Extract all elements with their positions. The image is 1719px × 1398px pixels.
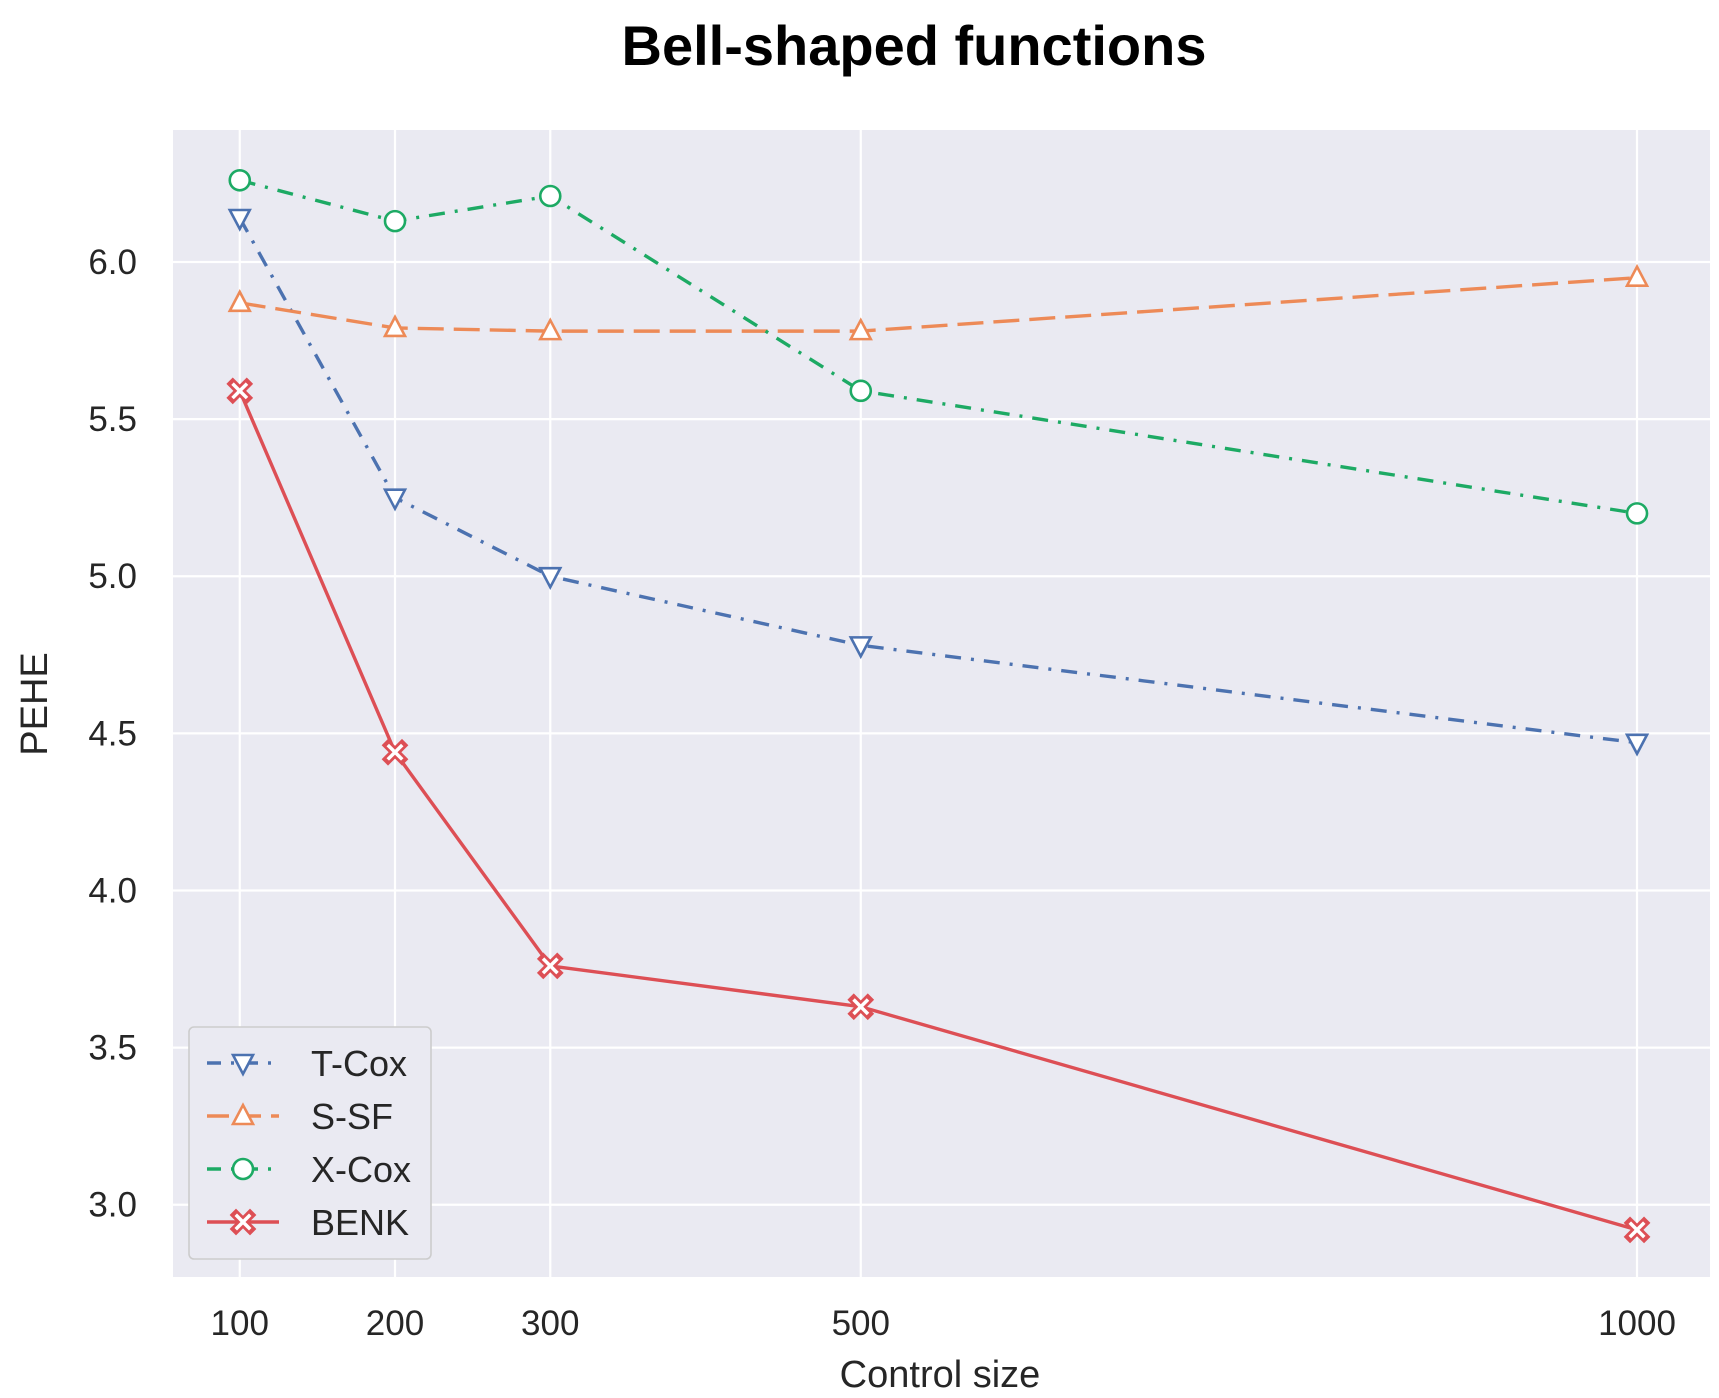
x-axis-label: Control size xyxy=(840,1354,1041,1396)
data-point-benk xyxy=(847,993,875,1021)
data-point-s-sf xyxy=(382,314,408,338)
y-tick-label: 4.0 xyxy=(88,871,137,910)
legend-label: BENK xyxy=(311,1202,409,1243)
y-tick-label: 3.5 xyxy=(88,1029,137,1068)
x-tick-label: 100 xyxy=(211,1304,269,1343)
legend-item-x-cox: X-Cox xyxy=(207,1149,411,1190)
legend-marker xyxy=(230,1102,256,1126)
data-point-t-cox xyxy=(382,488,408,512)
data-point-s-sf xyxy=(538,317,563,341)
y-axis-label: PEHE xyxy=(14,652,56,755)
y-tick-label: 4.5 xyxy=(88,714,137,753)
legend-item-s-sf: S-SF xyxy=(207,1096,393,1137)
data-point-x-cox xyxy=(849,379,873,403)
data-point-s-sf xyxy=(848,317,873,341)
data-point-x-cox xyxy=(1625,502,1649,525)
data-point-t-cox xyxy=(1624,733,1650,757)
x-tick-label: 1000 xyxy=(1598,1304,1676,1343)
data-point-x-cox xyxy=(383,209,407,233)
legend-marker xyxy=(230,1053,256,1077)
data-point-s-sf xyxy=(227,289,252,313)
data-point-t-cox xyxy=(538,566,563,591)
legend-label: S-SF xyxy=(311,1096,393,1137)
data-point-t-cox xyxy=(848,636,873,660)
x-tick-label: 500 xyxy=(832,1304,890,1343)
legend-label: T-Cox xyxy=(311,1043,407,1084)
legend-item-t-cox: T-Cox xyxy=(207,1043,407,1084)
y-tick-label: 6.0 xyxy=(88,243,137,282)
data-point-benk xyxy=(226,377,254,405)
legend-label: X-Cox xyxy=(311,1149,411,1190)
data-point-benk xyxy=(536,952,564,980)
x-tick-label: 200 xyxy=(366,1304,424,1343)
y-tick-label: 3.0 xyxy=(88,1186,137,1225)
data-point-benk xyxy=(1623,1216,1651,1244)
x-tick-label: 300 xyxy=(521,1304,579,1343)
x-axis-ticks: 100 200 300 500 1000 xyxy=(211,1304,1676,1343)
y-axis-ticks: 3.0 3.5 4.0 4.5 5.0 5.5 6.0 xyxy=(88,243,137,1225)
legend-box xyxy=(188,1026,432,1260)
y-tick-label: 5.5 xyxy=(88,400,137,439)
data-point-benk xyxy=(381,738,409,766)
data-point-x-cox xyxy=(228,168,252,192)
y-tick-label: 5.0 xyxy=(88,557,137,596)
legend-marker xyxy=(229,1208,257,1236)
data-point-s-sf xyxy=(1624,263,1650,287)
data-point-x-cox xyxy=(538,184,562,208)
data-point-t-cox xyxy=(227,208,252,232)
chart-title: Bell-shaped functions xyxy=(622,14,1207,77)
legend: T-Cox S-SF X-Cox BENK xyxy=(188,1026,432,1260)
legend-item-benk: BENK xyxy=(207,1202,409,1243)
series-markers xyxy=(226,168,1651,1244)
legend-marker xyxy=(231,1157,255,1181)
